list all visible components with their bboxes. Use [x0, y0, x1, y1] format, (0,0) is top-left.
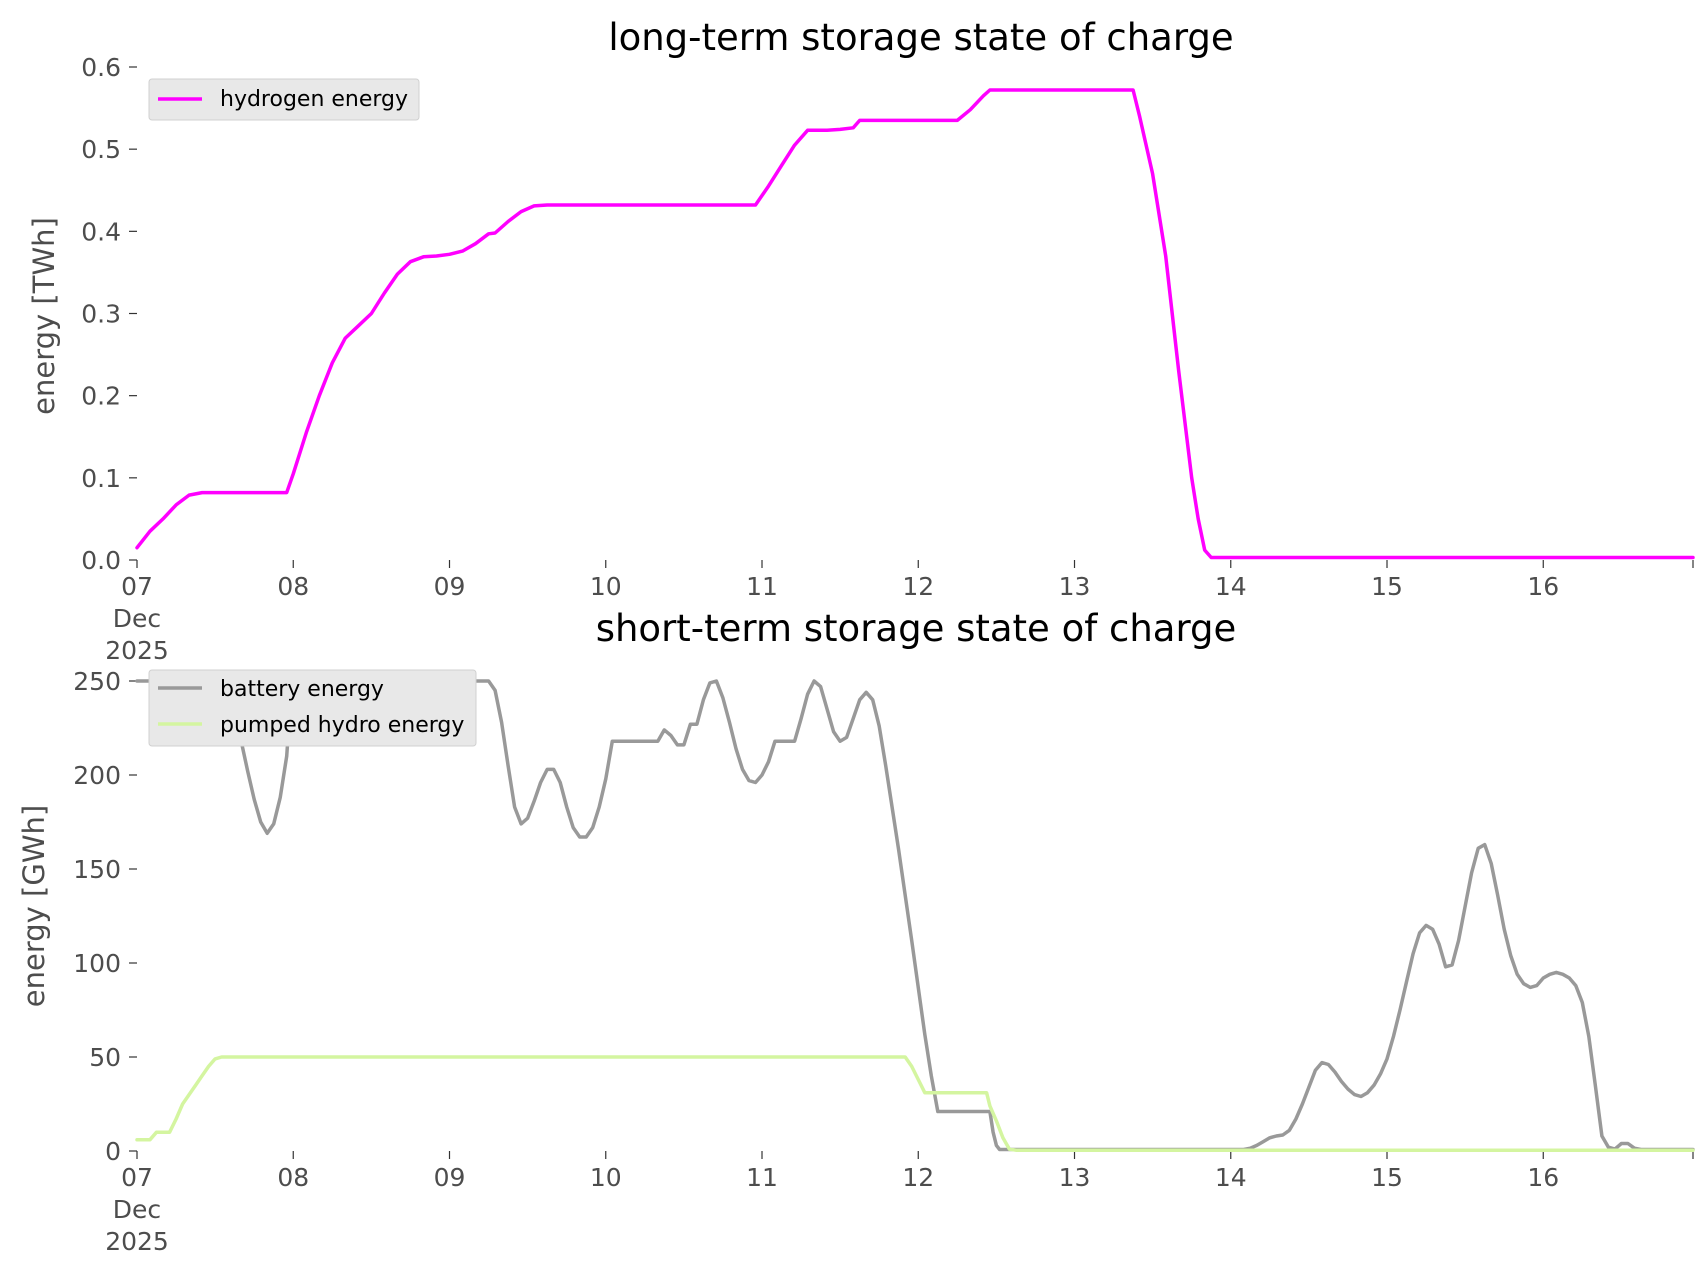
x-tick-sublabel: Dec [113, 604, 161, 633]
chart-title: long-term storage state of charge [608, 16, 1233, 59]
series-line-hydrogen-energy [135, 88, 1695, 560]
y-axis-label: energy [GWh] [17, 805, 51, 1007]
x-tick-sublabel: Dec [113, 1195, 161, 1224]
x-axis: 07 Dec 2025 08 09 10 11 12 13 14 15 16 [105, 560, 1694, 665]
plot-area [135, 88, 1695, 560]
plot-area [135, 679, 1695, 1152]
x-tick-label: 15 [1371, 1163, 1403, 1192]
x-tick-label: 14 [1215, 572, 1247, 601]
y-axis-label: energy [TWh] [27, 217, 61, 415]
legend: battery energy pumped hydro energy [148, 669, 477, 747]
y-tick-label: 0.0 [81, 546, 121, 575]
legend-label-pumped-hydro: pumped hydro energy [220, 713, 464, 738]
x-tick-label: 15 [1371, 572, 1403, 601]
y-tick-label: 250 [73, 667, 121, 696]
legend-box [148, 669, 477, 747]
x-tick-label: 10 [590, 572, 622, 601]
x-tick-label: 09 [434, 1163, 466, 1192]
y-axis: 0 50 100 150 200 250 [73, 667, 137, 1166]
y-tick-label: 0.6 [81, 53, 121, 82]
x-tick-label: 09 [434, 572, 466, 601]
y-tick-label: 0 [105, 1137, 121, 1166]
y-tick-label: 0.2 [81, 382, 121, 411]
x-tick-sublabel: 2025 [105, 636, 169, 665]
x-tick-label: 12 [902, 1163, 934, 1192]
x-tick-label: 13 [1059, 1163, 1091, 1192]
x-tick-sublabel: 2025 [105, 1227, 169, 1256]
legend: hydrogen energy [148, 78, 420, 121]
y-tick-label: 200 [73, 761, 121, 790]
legend-box [148, 78, 420, 121]
y-tick-label: 100 [73, 949, 121, 978]
y-tick-label: 0.3 [81, 300, 121, 329]
chart-panel-short-term: short-term storage state of charge energ… [17, 607, 1695, 1256]
y-tick-label: 0.1 [81, 464, 121, 493]
x-tick-label: 13 [1059, 572, 1091, 601]
x-tick-label: 12 [902, 572, 934, 601]
x-tick-label: 11 [746, 1163, 778, 1192]
x-tick-label: 08 [277, 1163, 309, 1192]
series-line-pumped-hydro-energy [135, 1055, 1695, 1152]
x-tick-label: 16 [1527, 572, 1559, 601]
x-tick-label: 08 [277, 572, 309, 601]
y-tick-label: 150 [73, 855, 121, 884]
y-tick-label: 50 [89, 1043, 121, 1072]
y-tick-label: 0.5 [81, 135, 121, 164]
x-tick-label: 11 [746, 572, 778, 601]
legend-label-hydrogen: hydrogen energy [220, 87, 408, 112]
chart-title: short-term storage state of charge [596, 607, 1237, 650]
x-tick-label: 07 [121, 572, 153, 601]
chart-panel-long-term: long-term storage state of charge energy… [27, 16, 1695, 665]
y-tick-label: 0.4 [81, 217, 121, 246]
x-axis: 07 Dec 2025 08 09 10 11 12 13 14 15 16 [105, 1151, 1694, 1256]
x-tick-label: 14 [1215, 1163, 1247, 1192]
legend-label-battery: battery energy [220, 677, 384, 702]
x-tick-label: 07 [121, 1163, 153, 1192]
y-axis: 0.0 0.1 0.2 0.3 0.4 0.5 0.6 [81, 53, 137, 575]
x-tick-label: 10 [590, 1163, 622, 1192]
series-line-battery-energy [135, 679, 1695, 1152]
x-tick-label: 16 [1527, 1163, 1559, 1192]
